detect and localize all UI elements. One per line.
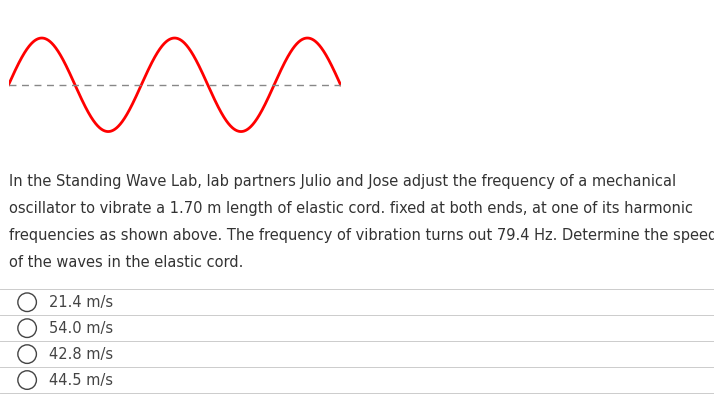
- Text: 54.0 m/s: 54.0 m/s: [49, 321, 113, 336]
- Text: oscillator to vibrate a 1.70 m length of elastic cord. fixed at both ends, at on: oscillator to vibrate a 1.70 m length of…: [9, 201, 693, 216]
- Text: frequencies as shown above. The frequency of vibration turns out 79.4 Hz. Determ: frequencies as shown above. The frequenc…: [9, 228, 714, 243]
- Text: 42.8 m/s: 42.8 m/s: [49, 347, 113, 361]
- Text: In the Standing Wave Lab, lab partners Julio and Jose adjust the frequency of a : In the Standing Wave Lab, lab partners J…: [9, 174, 675, 189]
- Text: of the waves in the elastic cord.: of the waves in the elastic cord.: [9, 255, 243, 270]
- Text: 44.5 m/s: 44.5 m/s: [49, 373, 113, 387]
- Text: 21.4 m/s: 21.4 m/s: [49, 295, 113, 310]
